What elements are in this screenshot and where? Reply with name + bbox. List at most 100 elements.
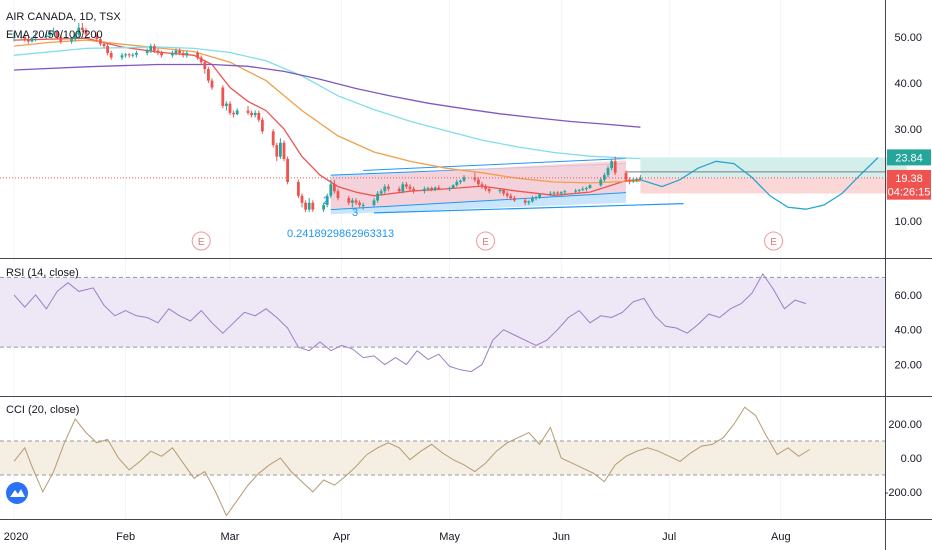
rsi-tick-label: 60.00 [894, 290, 922, 302]
candle-body [401, 184, 405, 192]
candle-body [59, 36, 63, 42]
candle-body [487, 188, 491, 192]
x-axis-label: Jun [552, 531, 570, 543]
candle-body [210, 80, 214, 88]
candle-body [207, 69, 210, 81]
candle-body [149, 46, 153, 51]
price-tag-box [887, 169, 931, 186]
candle-body [181, 52, 185, 56]
candle-body [433, 187, 437, 190]
cci-tick-label: -200.00 [885, 487, 922, 499]
candle-body [459, 180, 462, 182]
candle-body [635, 178, 639, 180]
candle-body [225, 103, 228, 106]
earnings-label: E [198, 237, 205, 248]
candle-body [451, 185, 455, 188]
rsi-layer [0, 272, 885, 373]
candle-body [628, 179, 631, 181]
candle-body [275, 145, 279, 157]
candle-body [279, 142, 282, 157]
candle-body [102, 43, 106, 47]
candle-body [585, 187, 588, 189]
candle-body [412, 188, 415, 192]
cci-layer [0, 406, 885, 517]
rsi-tick-label: 40.00 [894, 325, 922, 337]
candle-body [253, 112, 257, 116]
candle-body [552, 192, 556, 194]
candle-body [307, 202, 311, 210]
candle-body [358, 202, 361, 206]
x-axis-label: May [439, 531, 460, 543]
candle-body [73, 34, 77, 40]
candle-body [613, 161, 617, 173]
candle-body [235, 110, 239, 115]
candle-body [405, 184, 408, 187]
candle-body [397, 188, 401, 192]
candle-body [527, 201, 531, 203]
candle-body [120, 55, 124, 58]
candle-body [383, 186, 387, 192]
candle-body [203, 62, 207, 70]
candle-body [27, 39, 30, 42]
candle-body [559, 192, 563, 194]
candle-body [286, 158, 289, 182]
candle-body [160, 52, 163, 56]
candle-body [387, 186, 390, 189]
candle-body [145, 50, 149, 53]
candle-body [322, 205, 325, 210]
price-tag: 23.84 [887, 149, 931, 166]
candle-body [408, 186, 412, 189]
candle-body [45, 35, 48, 37]
ema-line [13, 46, 641, 160]
candle-body [297, 181, 300, 196]
candle-body [228, 103, 232, 113]
x-axis-label: Apr [333, 531, 350, 543]
candle-body [304, 202, 307, 210]
earnings-label: E [770, 237, 777, 248]
earnings-label: E [482, 237, 489, 248]
price-tag: 04:26:15 [887, 183, 931, 200]
candle-body [77, 27, 81, 35]
candle-body [606, 168, 610, 176]
candle-body [30, 37, 34, 42]
candle-body [603, 175, 606, 180]
tradingview-logo-icon[interactable] [6, 482, 28, 504]
candle-body [631, 179, 635, 181]
candle-body [502, 189, 505, 194]
candle-body [131, 54, 135, 56]
earnings-circle [476, 231, 496, 251]
price-tag-box [887, 183, 931, 200]
earnings-marker-icon: E [764, 231, 784, 251]
candle-body [55, 31, 59, 37]
candle-body [221, 87, 225, 106]
candle-body [513, 198, 516, 201]
rsi-line [13, 272, 807, 373]
candle-body [430, 187, 433, 190]
candle-body [171, 52, 174, 56]
candle-body [538, 194, 541, 198]
candle-body [156, 50, 160, 53]
earnings-marker-icon: E [476, 231, 496, 251]
candle-body [581, 188, 585, 190]
projection-zone [640, 177, 907, 194]
candle-body [523, 200, 527, 203]
candle-body [361, 205, 365, 207]
candle-body [174, 50, 178, 53]
trend-line [363, 157, 627, 171]
candle-body [333, 184, 336, 192]
candle-body [563, 191, 567, 193]
price-tag-value: 04:26:15 [888, 187, 931, 199]
candle-body [624, 172, 628, 180]
candle-body [70, 39, 73, 42]
candle-body [84, 29, 88, 35]
rsi-tick-label: 20.00 [894, 360, 922, 372]
projection-zone [640, 157, 907, 178]
projection-curve [640, 157, 879, 210]
candle-body [376, 193, 379, 201]
x-axis-label: Feb [116, 531, 135, 543]
price-tag-value: 23.84 [895, 152, 923, 164]
candle-body [351, 200, 354, 203]
channel-line [330, 192, 627, 211]
